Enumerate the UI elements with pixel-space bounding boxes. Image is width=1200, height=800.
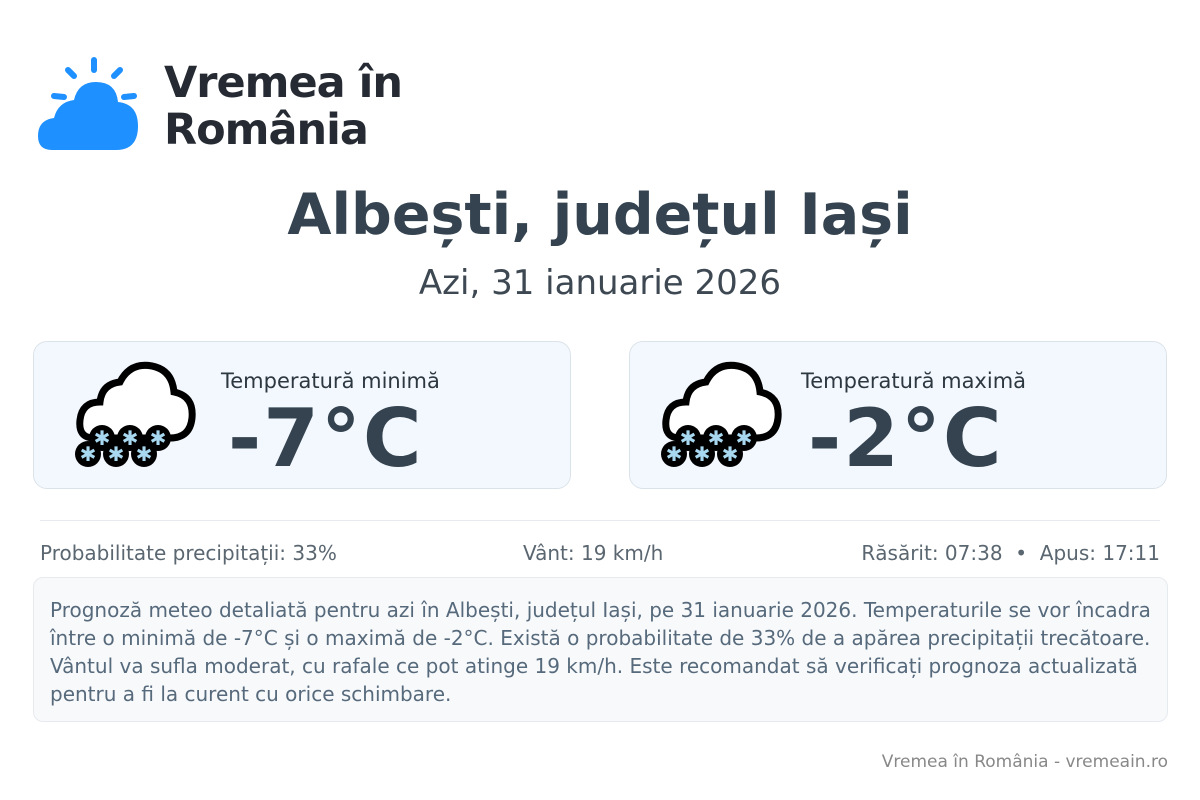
page-title: Albești, județul Iași bbox=[287, 182, 913, 248]
logo-line1: Vremea în bbox=[164, 58, 403, 108]
sun-cloud-icon bbox=[38, 57, 138, 150]
precipitation-stat: Probabilitate precipitații: 33% bbox=[40, 541, 337, 565]
forecast-description: Prognoză meteo detaliată pentru azi în A… bbox=[33, 577, 1168, 722]
forecast-date: Azi, 31 ianuarie 2026 bbox=[418, 263, 782, 303]
cloud-snow-icon bbox=[72, 358, 202, 473]
max-temperature-card: Temperatură maximă -2°C bbox=[629, 341, 1167, 489]
wind-stat: Vânt: 19 km/h bbox=[523, 541, 664, 565]
divider bbox=[40, 520, 1160, 521]
sunrise-sunset-stat: Răsărit: 07:38 • Apus: 17:11 bbox=[861, 541, 1160, 565]
footer-credit[interactable]: Vremea în România - vremeain.ro bbox=[881, 752, 1168, 772]
min-temperature-card: Temperatură minimă -7°C bbox=[33, 341, 571, 489]
logo-text: Vremea în România bbox=[164, 58, 403, 155]
site-logo[interactable]: Vremea în România bbox=[36, 54, 436, 160]
logo-line2: România bbox=[164, 105, 369, 155]
min-temperature-value: -7°C bbox=[228, 392, 424, 485]
cloud-snow-icon bbox=[658, 358, 788, 473]
max-temperature-value: -2°C bbox=[808, 392, 1004, 485]
min-temperature-label: Temperatură minimă bbox=[221, 369, 440, 393]
max-temperature-label: Temperatură maximă bbox=[801, 369, 1027, 393]
